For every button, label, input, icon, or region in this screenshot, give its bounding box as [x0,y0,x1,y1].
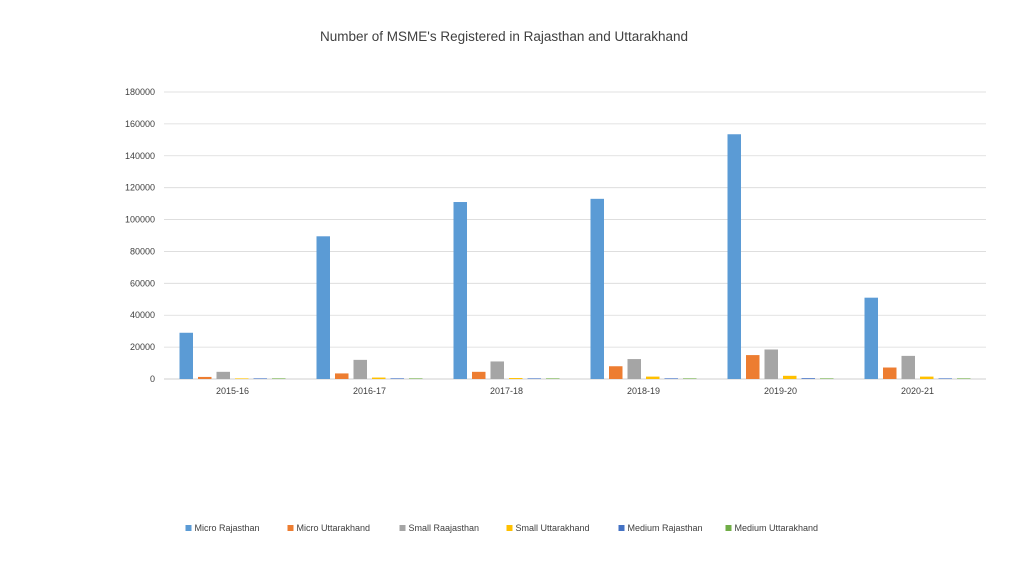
x-tick-label: 2018-19 [627,386,660,396]
legend-label: Micro Rajasthan [195,523,260,533]
x-tick-label: 2015-16 [216,386,249,396]
legend: Micro Rajasthan Micro Uttarakhand Small Ra… [185,523,819,533]
bar-medium-rajasthan-2019-20 [801,378,815,379]
bar-medium-uttarakhand-2020-21 [957,378,971,379]
y-tick-label: 140000 [125,151,155,161]
bar-medium-rajasthan-2016-17 [390,378,404,379]
y-tick-label: 80000 [130,246,155,256]
bar-small-raajasthan-2016-17 [353,359,367,379]
legend-swatch [185,525,192,531]
bar-micro-uttarakhand-2016-17 [335,373,349,379]
chart-title: Number of MSME's Registered in Rajasthan… [320,29,688,44]
gridlines [164,91,986,380]
y-tick-label: 160000 [125,119,155,129]
bar-medium-rajasthan-2018-19 [664,378,678,379]
bar-small-raajasthan-2015-16 [216,371,230,379]
legend-label: Medium Uttarakhand [735,523,819,533]
legend-swatch [287,525,294,531]
y-tick-label: 60000 [130,278,155,288]
bar-medium-rajasthan-2020-21 [938,378,952,379]
bar-medium-uttarakhand-2016-17 [409,378,423,379]
y-tick-label: 120000 [125,183,155,193]
x-axis-ticks: 2015-16 2016-17 2017-18 2018-19 2019-20 2020-… [216,386,934,396]
bar-medium-uttarakhand-2019-20 [820,378,834,379]
bar-micro-rajasthan-2015-16 [179,332,193,379]
bar-small-uttarakhand-2015-16 [235,378,249,379]
bar-micro-rajasthan-2018-19 [590,198,604,379]
y-axis-ticks: 0 20000 40000 60000 80000 100000 120000 140000 1… [125,87,155,384]
legend-swatch [725,525,732,531]
x-tick-label: 2017-18 [490,386,523,396]
legend-label: Small Raajasthan [409,523,480,533]
y-tick-label: 0 [150,374,155,384]
bar-medium-rajasthan-2017-18 [527,378,541,379]
bar-small-raajasthan-2019-20 [764,349,778,379]
bar-small-raajasthan-2017-18 [490,361,504,379]
bar-medium-rajasthan-2015-16 [253,378,267,379]
y-tick-label: 180000 [125,87,155,97]
bar-medium-uttarakhand-2015-16 [272,378,286,379]
bars [179,134,971,379]
legend-swatch [399,525,406,531]
bar-micro-uttarakhand-2017-18 [472,371,486,379]
bar-micro-uttarakhand-2020-21 [883,367,897,379]
x-tick-label: 2020-21 [901,386,934,396]
bar-small-raajasthan-2018-19 [627,359,641,379]
bar-small-uttarakhand-2016-17 [372,377,386,379]
y-tick-label: 40000 [130,310,155,320]
y-tick-label: 20000 [130,342,155,352]
bar-micro-uttarakhand-2018-19 [609,366,623,379]
legend-swatch [618,525,625,531]
legend-swatch [506,525,513,531]
bar-micro-uttarakhand-2019-20 [746,355,760,379]
legend-label: Micro Uttarakhand [297,523,371,533]
legend-label: Medium Rajasthan [628,523,703,533]
bar-small-uttarakhand-2018-19 [646,376,660,379]
bar-small-uttarakhand-2019-20 [783,375,797,379]
y-tick-label: 100000 [125,215,155,225]
bar-micro-rajasthan-2017-18 [453,202,467,379]
bar-medium-uttarakhand-2018-19 [683,378,697,379]
legend-label: Small Uttarakhand [516,523,590,533]
bar-micro-uttarakhand-2015-16 [198,376,212,379]
bar-medium-uttarakhand-2017-18 [546,378,560,379]
bar-small-raajasthan-2020-21 [901,355,915,379]
bar-small-uttarakhand-2017-18 [509,378,523,379]
x-tick-label: 2019-20 [764,386,797,396]
bar-micro-rajasthan-2016-17 [316,236,330,379]
bar-micro-rajasthan-2020-21 [864,297,878,379]
x-tick-label: 2016-17 [353,386,386,396]
bar-small-uttarakhand-2020-21 [920,376,934,379]
bar-micro-rajasthan-2019-20 [727,134,741,379]
